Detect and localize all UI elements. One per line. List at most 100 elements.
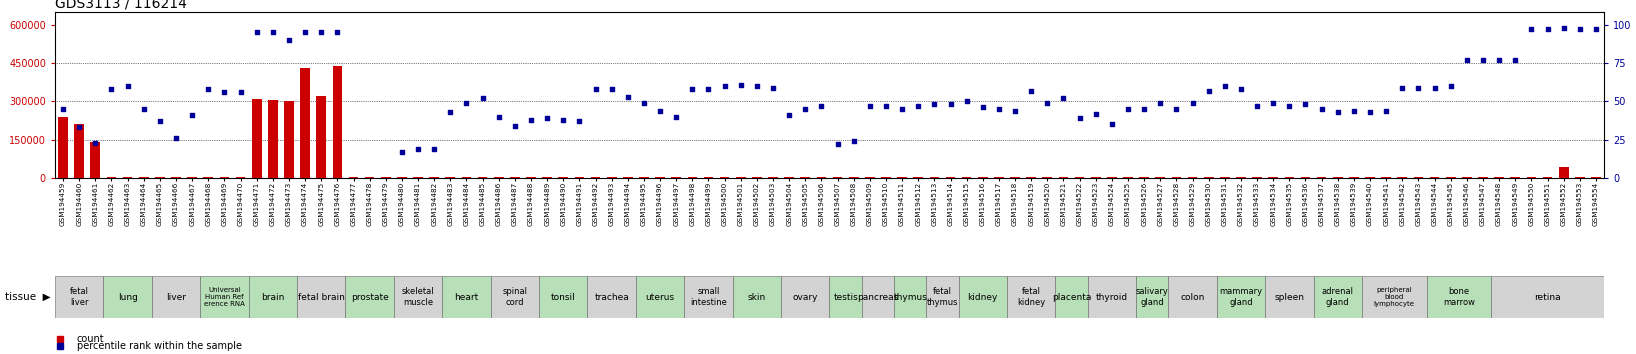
Point [82,140,108,145]
Bar [687,177,697,178]
Bar [123,177,133,178]
Bar [494,177,504,178]
Point [1551,25,1577,30]
Bar [203,177,213,178]
Point [1163,106,1189,112]
Point [502,123,528,129]
Bar [268,100,278,178]
Point [808,103,834,109]
Bar [733,276,780,318]
Text: heart: heart [455,292,479,302]
Bar [833,177,843,178]
Point [437,109,463,115]
Bar [882,177,892,178]
Point [775,112,802,118]
Bar [74,124,83,178]
Bar [1252,177,1261,178]
Text: testis: testis [833,292,857,302]
Bar [1350,177,1360,178]
Text: kidney: kidney [967,292,998,302]
Bar [1168,276,1217,318]
Bar [1414,177,1423,178]
Bar [1592,177,1600,178]
Point [1034,100,1060,106]
Point [1584,27,1610,32]
Point [761,85,787,90]
Bar [381,177,391,178]
Bar [929,177,939,178]
Point [1469,57,1495,63]
Text: adrenal
gland: adrenal gland [1322,287,1353,307]
Bar [995,177,1005,178]
Bar [1268,177,1278,178]
Point [1114,106,1140,112]
Point [1130,106,1157,112]
Bar [1397,177,1407,178]
Text: placenta: placenta [1052,292,1091,302]
Bar [959,276,1008,318]
Bar [1188,177,1198,178]
Bar [1446,177,1456,178]
Bar [926,276,959,318]
Bar [200,276,249,318]
Point [453,100,479,106]
Text: Universal
Human Ref
erence RNA: Universal Human Ref erence RNA [204,287,245,307]
Point [211,89,237,95]
Point [470,96,496,101]
Bar [236,177,245,178]
Bar [636,276,684,318]
Text: thymus: thymus [893,292,928,302]
Bar [1091,177,1101,178]
Point [1405,85,1432,90]
Bar [1559,166,1569,178]
Bar [703,177,713,178]
Point [1325,109,1351,115]
Point [519,117,545,122]
Point [227,89,254,95]
Bar [445,177,455,178]
Bar [591,177,600,178]
Bar [1042,177,1052,178]
Text: salivary
gland: salivary gland [1135,287,1168,307]
Point [1518,27,1544,32]
Bar [1526,177,1536,178]
Bar [345,276,394,318]
Point [1180,100,1206,106]
Bar [1055,276,1088,318]
Bar [1361,276,1427,318]
Bar [1490,276,1603,318]
Bar [1237,177,1245,178]
Text: tissue  ▶: tissue ▶ [5,292,51,302]
Bar [478,177,488,178]
Point [566,119,592,124]
Bar [769,177,777,178]
Bar [1088,276,1135,318]
Point [406,146,432,152]
Bar [913,177,923,178]
Bar [285,101,294,178]
Bar [1543,177,1553,178]
Bar [962,177,972,178]
Text: fetal
thymus: fetal thymus [926,287,959,307]
Text: mammary
gland: mammary gland [1219,287,1263,307]
Point [1018,88,1044,93]
Point [115,83,141,89]
Text: retina: retina [1535,292,1561,302]
Bar [1058,177,1068,178]
Bar [1217,276,1265,318]
Point [550,117,576,122]
Bar [365,177,375,178]
Point [1373,108,1399,113]
Point [1356,109,1382,115]
Bar [1301,177,1310,178]
Text: peripheral
blood
lymphocyte: peripheral blood lymphocyte [1374,287,1415,307]
Bar [1075,177,1085,178]
Bar [1220,177,1230,178]
Point [1050,96,1076,101]
Bar [720,177,730,178]
Point [1454,57,1481,63]
Bar [607,177,617,178]
Bar [298,276,345,318]
Point [51,106,77,112]
Bar [893,276,926,318]
